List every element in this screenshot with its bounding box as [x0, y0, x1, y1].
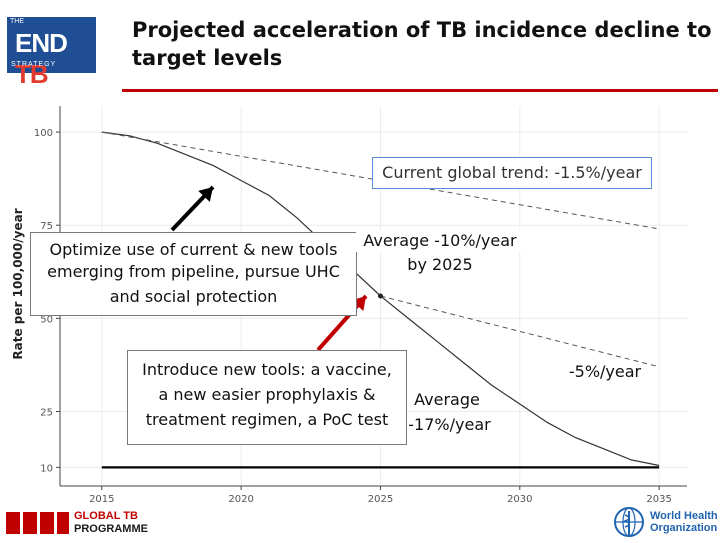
y-tick-label: 75 — [40, 221, 53, 232]
data-point-marker — [377, 293, 383, 299]
five-pct-label: -5%/year — [568, 362, 642, 381]
avg-17-line-1: Average — [414, 390, 480, 409]
y-axis-label: Rate per 100,000/year — [11, 208, 25, 359]
who-text: World Health Organization — [650, 510, 718, 534]
who-logo: World Health Organization — [612, 505, 718, 539]
avg-17-line-2: -17%/year — [408, 415, 491, 434]
introduce-box: Introduce new tools: a vaccine, a new ea… — [127, 350, 407, 445]
arrow-optimize-head — [198, 187, 213, 202]
series-line-3 — [380, 295, 660, 368]
logo-end-text: END — [15, 28, 68, 58]
introduce-line-2: a new easier prophylaxis & — [158, 385, 376, 404]
who-line-1: World Health — [650, 510, 718, 522]
x-tick-label: 2020 — [228, 494, 253, 502]
introduce-line-1: Introduce new tools: a vaccine, — [142, 360, 392, 379]
title-divider — [122, 89, 718, 92]
logo-the-text: THE — [10, 18, 24, 25]
gtb-text: GLOBAL TB PROGRAMME — [74, 510, 148, 536]
y-tick-label: 50 — [40, 314, 53, 325]
arrow-optimize — [170, 185, 215, 232]
x-tick-label: 2030 — [507, 494, 532, 502]
logo-strategy-text: STRATEGY — [11, 61, 57, 68]
y-tick-label: 100 — [34, 128, 53, 139]
avg-10-line-1: Average -10%/year — [356, 230, 524, 252]
avg-10-line-2: by 2025 — [407, 255, 473, 274]
gtb-line-1: GLOBAL TB — [74, 510, 138, 522]
introduce-line-3: treatment regimen, a PoC test — [145, 410, 389, 429]
x-tick-label: 2025 — [368, 494, 393, 502]
optimize-line-3: and social protection — [109, 287, 278, 306]
who-emblem-icon — [614, 507, 644, 537]
y-tick-label: 10 — [40, 463, 53, 474]
global-tb-programme-logo: GLOBAL TB PROGRAMME — [6, 508, 206, 536]
current-trend-box: Current global trend: -1.5%/year — [372, 157, 652, 189]
logo-tb-text: TB — [15, 59, 49, 89]
optimize-box: Optimize use of current & new tools emer… — [30, 232, 357, 316]
gtb-line-2: PROGRAMME — [74, 523, 148, 535]
end-tb-strategy-logo: THE END TB STRATEGY — [7, 17, 96, 89]
logo-main-text: END TB — [15, 28, 96, 90]
optimize-line-1: Optimize use of current & new tools — [49, 240, 338, 259]
x-tick-label: 2015 — [89, 494, 114, 502]
who-line-2: Organization — [650, 522, 718, 534]
x-tick-label: 2035 — [646, 494, 671, 502]
optimize-line-2: emerging from pipeline, pursue UHC — [47, 262, 340, 281]
slide-title: Projected acceleration of TB incidence d… — [132, 18, 712, 70]
y-tick-label: 25 — [40, 407, 53, 418]
